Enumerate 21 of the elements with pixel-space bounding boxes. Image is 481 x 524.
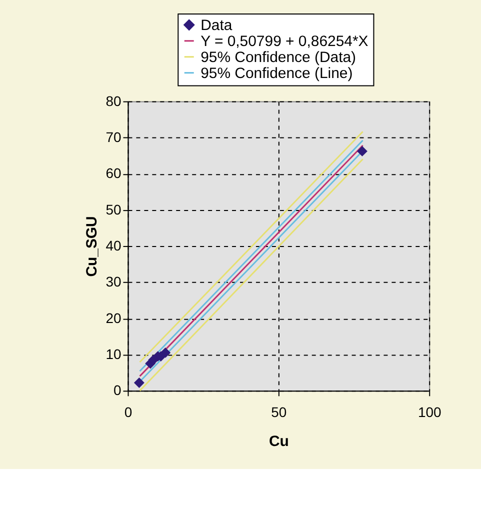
y-tick-label: 70 [106, 128, 122, 145]
point [134, 377, 144, 388]
legend-label: Y = 0,50799 + 0,86254*X [200, 32, 368, 50]
x-axis-title: Cu [268, 433, 289, 450]
x-tick-label: 100 [418, 404, 442, 420]
y-tick-label: 0 [113, 382, 122, 398]
y-axis-title: Cu_SGU [84, 216, 101, 277]
x-tick-label: 0 [124, 404, 132, 420]
y-tick-label: 60 [106, 165, 122, 182]
y-tick-label: 30 [106, 274, 122, 290]
y-tick-label: 40 [106, 237, 122, 254]
point [356, 146, 368, 156]
legend-label: 95% Confidence (Line) [200, 64, 353, 82]
x-tick-label: 50 [271, 404, 287, 420]
y-tick-label: 10 [106, 346, 122, 362]
point [160, 347, 171, 358]
y-tick-label: 80 [106, 92, 122, 109]
legend-label: Data [200, 16, 233, 34]
y-tick-label: 20 [106, 310, 122, 326]
y-tick-label: 50 [106, 201, 122, 218]
legend-label: 95% Confidence (Data) [200, 48, 356, 66]
